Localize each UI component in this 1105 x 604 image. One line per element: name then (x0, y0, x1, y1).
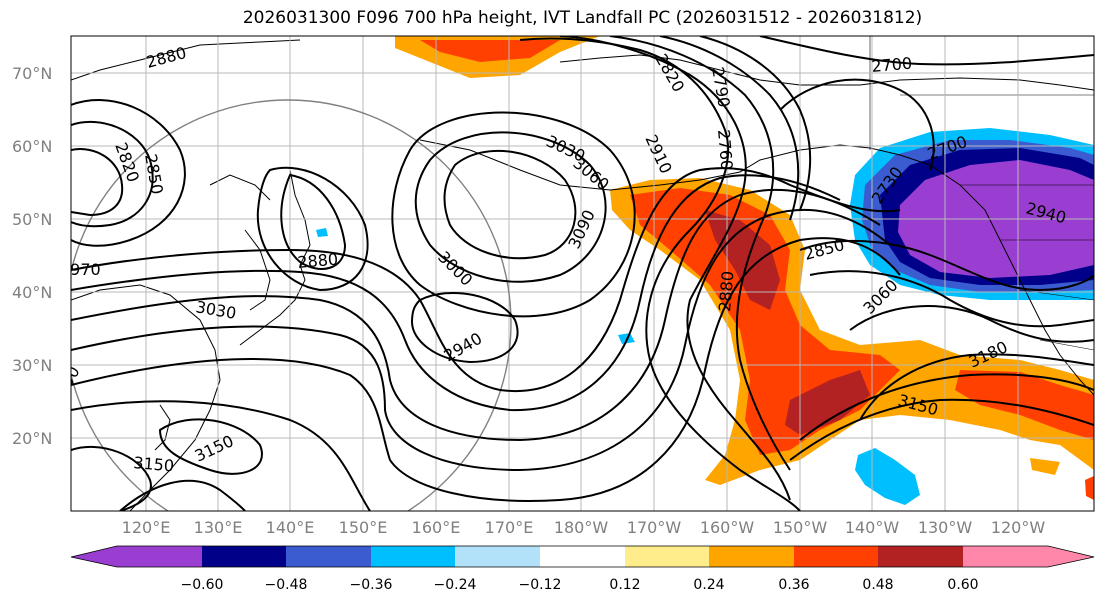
colorbar-outline (70, 545, 1095, 568)
contour-label: 2700 (871, 54, 913, 76)
colorbar-segment (963, 546, 1048, 567)
height-contours (71, 36, 1094, 511)
lat-label: 70°N (12, 64, 52, 83)
lon-label: 180°W (554, 518, 609, 537)
colorbar-segment (794, 546, 878, 567)
lon-label: 160°E (412, 518, 461, 537)
lon-label: 130°W (918, 518, 973, 537)
contour-label: 2880 (297, 250, 339, 272)
colorbar-segment (371, 546, 455, 567)
colorbar-tick-label: 0.24 (693, 577, 724, 593)
colorbar-segment (202, 546, 286, 567)
colorbar-segment (709, 546, 794, 567)
colorbar-tick-label: 0.48 (862, 577, 893, 593)
lat-label: 50°N (12, 210, 52, 229)
lat-label: 30°N (12, 356, 52, 375)
colorbar-segment (878, 546, 963, 567)
ivt-negative-shading (316, 128, 1094, 505)
colorbar-tick-label: −0.48 (265, 577, 308, 593)
colorbar-tick-label: 0.60 (947, 577, 978, 593)
lon-label: 170°W (627, 518, 682, 537)
longitude-labels: 120°E 130°E 140°E 150°E 160°E 170°E 180°… (122, 518, 1046, 537)
lon-label: 120°E (122, 518, 171, 537)
lon-label: 140°W (845, 518, 900, 537)
lat-label: 60°N (12, 137, 52, 156)
lat-label: 20°N (12, 429, 52, 448)
colorbar-segment (625, 546, 709, 567)
colorbar-segment (455, 546, 540, 567)
map-frame (70, 35, 1095, 512)
lon-label: 130°E (194, 518, 243, 537)
colorbar-tick-label: 0.12 (609, 577, 640, 593)
colorbar-segment (117, 546, 202, 567)
latitude-labels: 70°N 60°N 50°N 40°N 30°N 20°N (12, 64, 52, 448)
lon-label: 150°W (773, 518, 828, 537)
gridlines (71, 36, 1094, 511)
colorbar-max-extension (1048, 546, 1094, 567)
lon-label: 140°E (266, 518, 315, 537)
colorbar-tick-label: −0.60 (181, 577, 224, 593)
colorbar-tick-label: −0.36 (350, 577, 393, 593)
lon-label: 170°E (485, 518, 534, 537)
lon-label: 120°W (991, 518, 1046, 537)
chart-title: 2026031300 F096 700 hPa height, IVT Land… (242, 8, 923, 28)
colorbar: −0.60 −0.48 −0.36 −0.24 −0.12 0.12 0.24 … (70, 545, 1095, 593)
colorbar-tick-label: 0.36 (778, 577, 809, 593)
contour-label: 2880 (715, 270, 737, 312)
colorbar-segment (540, 546, 625, 567)
lon-label: 150°E (339, 518, 388, 537)
colorbar-tick-label: −0.24 (434, 577, 477, 593)
colorbar-min-extension (71, 546, 117, 567)
contour-label: 3150 (133, 453, 175, 475)
contour-label: 2760 (714, 129, 736, 171)
political-boundaries (869, 36, 1094, 351)
lat-label: 40°N (12, 283, 52, 302)
colorbar-segment (286, 546, 371, 567)
reference-circle (71, 99, 512, 511)
lon-label: 160°W (700, 518, 755, 537)
contour-label: 2970 (60, 260, 101, 279)
ivt-positive-shading (395, 36, 1094, 500)
map-content: 2880 2820 2790 2760 2700 2850 2820 2970 … (60, 36, 1094, 511)
colorbar-tick-label: −0.12 (519, 577, 562, 593)
